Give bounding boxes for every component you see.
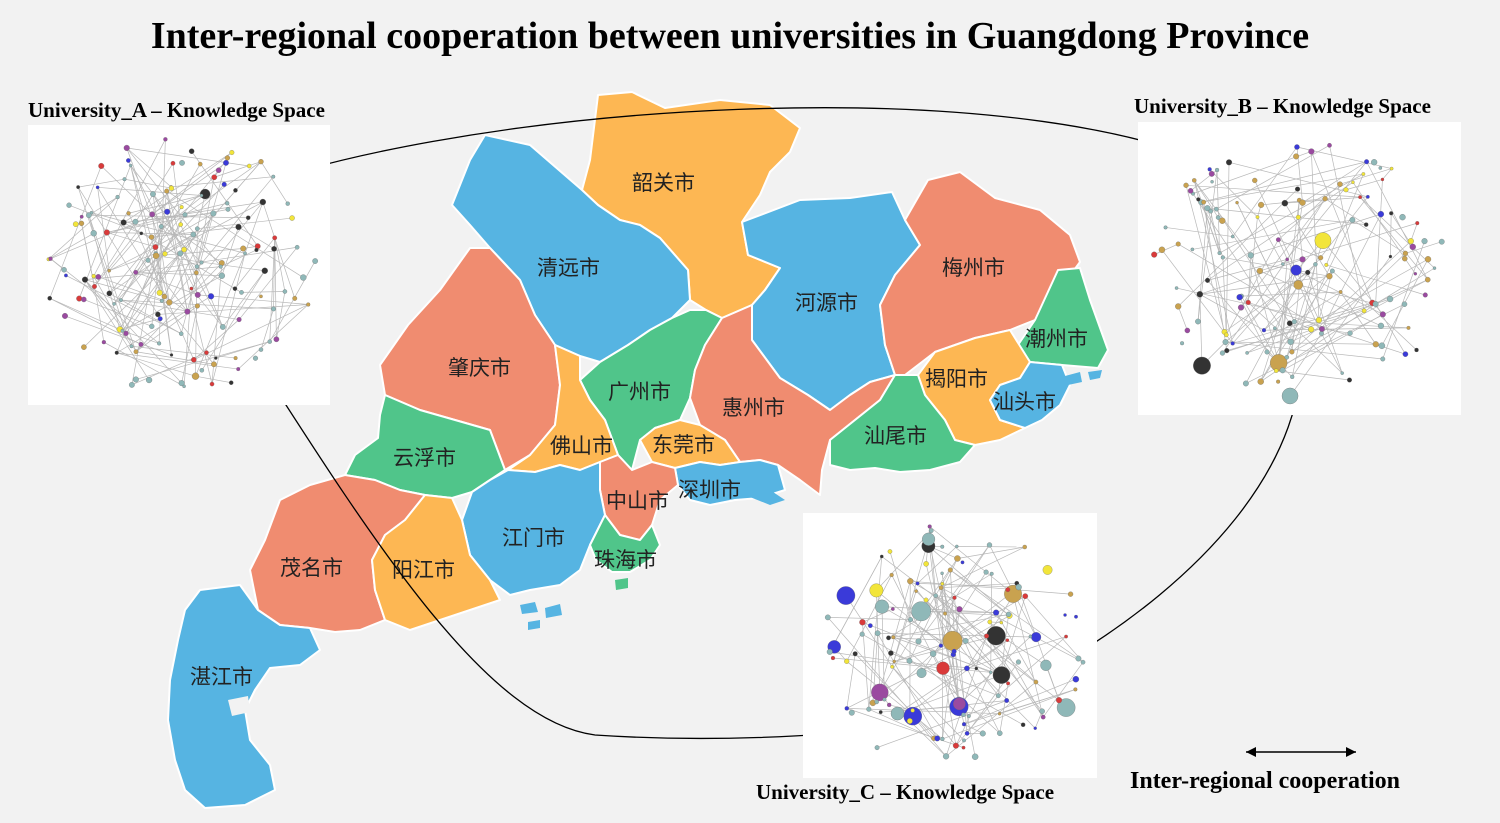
city-label-guangzhou: 广州市 <box>608 380 671 404</box>
legend-arrow <box>1246 747 1356 757</box>
city-label-zhuhai: 珠海市 <box>594 548 657 572</box>
region-shanwei[interactable] <box>829 374 976 473</box>
net-a-nodes <box>46 137 318 389</box>
net-b-edges <box>1154 145 1442 397</box>
city-label-huizhou: 惠州市 <box>722 396 785 420</box>
knowledge-space-a <box>28 125 330 405</box>
panel-label-c: University_C – Knowledge Space <box>756 780 1055 804</box>
legend-label: Inter-regional cooperation <box>1130 768 1400 794</box>
panel-label-b: University_B – Knowledge Space <box>1134 94 1431 118</box>
region-zhanjiang[interactable] <box>167 584 321 809</box>
region-huizhou[interactable] <box>689 304 896 496</box>
cooperation-arrow-a-c <box>224 309 913 740</box>
knowledge-space-b <box>1138 122 1461 415</box>
city-label-chaozhou: 潮州市 <box>1025 327 1088 351</box>
net-a-edges <box>48 139 316 387</box>
net-b-nodes <box>1151 143 1445 405</box>
city-label-shaoguan: 韶关市 <box>632 171 695 195</box>
map-title: Inter-regional cooperation between unive… <box>150 15 1310 57</box>
city-label-jieyang: 揭阳市 <box>925 367 988 391</box>
city-label-zhanjiang: 湛江市 <box>190 665 253 689</box>
coastal-islands <box>228 370 1102 716</box>
city-label-dongguan: 东莞市 <box>652 433 715 457</box>
city-label-heyuan: 河源市 <box>795 291 858 315</box>
panel-label-a: University_A – Knowledge Space <box>28 98 325 122</box>
city-label-shantou: 汕头市 <box>993 390 1056 414</box>
region-yangjiang[interactable] <box>371 494 501 631</box>
net-c-nodes <box>824 524 1086 760</box>
region-zhuhai[interactable] <box>589 514 661 573</box>
knowledge-space-c <box>803 513 1097 778</box>
city-label-maoming: 茂名市 <box>280 556 343 580</box>
city-label-foshan: 佛山市 <box>550 434 613 458</box>
city-label-jiangmen: 江门市 <box>502 526 565 550</box>
city-label-shenzhen: 深圳市 <box>678 478 741 502</box>
city-label-shanwei: 汕尾市 <box>864 424 927 448</box>
city-label-zhongshan: 中山市 <box>606 489 669 513</box>
city-label-zhaoqing: 肇庆市 <box>448 356 511 380</box>
city-label-meizhou: 梅州市 <box>942 256 1005 280</box>
city-label-yunfu: 云浮市 <box>393 446 456 470</box>
city-label-yangjiang: 阳江市 <box>392 558 455 582</box>
region-chaozhou[interactable] <box>1017 267 1109 369</box>
city-label-qingyuan: 清远市 <box>537 256 600 280</box>
